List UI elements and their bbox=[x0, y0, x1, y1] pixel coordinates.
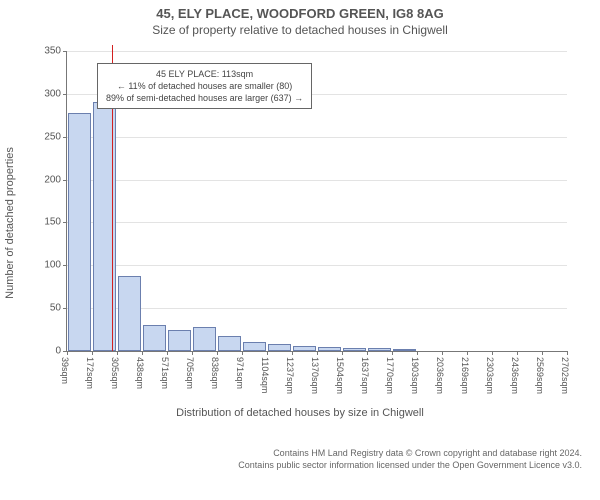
xtick-label: 1104sqm bbox=[260, 357, 270, 393]
xtick-mark bbox=[517, 351, 518, 355]
xtick-label: 438sqm bbox=[135, 357, 145, 389]
xtick-label: 571sqm bbox=[160, 357, 170, 389]
histogram-bar bbox=[118, 276, 141, 351]
footer-line-2: Contains public sector information licen… bbox=[0, 459, 582, 471]
xtick-mark bbox=[542, 351, 543, 355]
xtick-mark bbox=[442, 351, 443, 355]
ytick-mark bbox=[63, 51, 67, 52]
xtick-mark bbox=[492, 351, 493, 355]
xtick-label: 1637sqm bbox=[360, 357, 370, 394]
xtick-mark bbox=[367, 351, 368, 355]
xtick-mark bbox=[117, 351, 118, 355]
ytick-mark bbox=[63, 222, 67, 223]
xtick-mark bbox=[567, 351, 568, 355]
gridline bbox=[67, 222, 567, 223]
ytick-label: 200 bbox=[44, 174, 61, 185]
xtick-mark bbox=[67, 351, 68, 355]
xtick-mark bbox=[267, 351, 268, 355]
histogram-bar bbox=[243, 342, 266, 351]
xtick-mark bbox=[167, 351, 168, 355]
xtick-mark bbox=[242, 351, 243, 355]
ytick-mark bbox=[63, 308, 67, 309]
gridline bbox=[67, 51, 567, 52]
xtick-label: 2436sqm bbox=[510, 357, 520, 394]
chart-title-2: Size of property relative to detached ho… bbox=[0, 23, 600, 37]
gridline bbox=[67, 308, 567, 309]
histogram-bar bbox=[218, 336, 241, 351]
plot-area: 05010015020025030035039sqm172sqm305sqm43… bbox=[66, 51, 567, 352]
footer-attribution: Contains HM Land Registry data © Crown c… bbox=[0, 447, 582, 471]
xtick-label: 172sqm bbox=[85, 357, 95, 389]
histogram-bar bbox=[193, 327, 216, 351]
xtick-label: 2303sqm bbox=[485, 357, 495, 394]
xtick-mark bbox=[92, 351, 93, 355]
xtick-mark bbox=[217, 351, 218, 355]
info-box-line: ← 11% of detached houses are smaller (80… bbox=[106, 80, 303, 92]
ytick-mark bbox=[63, 265, 67, 266]
y-axis-label: Number of detached properties bbox=[4, 147, 16, 299]
histogram-bar bbox=[368, 348, 391, 351]
histogram-bar bbox=[393, 349, 416, 351]
xtick-mark bbox=[467, 351, 468, 355]
gridline bbox=[67, 137, 567, 138]
gridline bbox=[67, 265, 567, 266]
chart-title-1: 45, ELY PLACE, WOODFORD GREEN, IG8 8AG bbox=[0, 6, 600, 21]
histogram-bar bbox=[293, 346, 316, 351]
histogram-bar bbox=[268, 344, 291, 351]
footer-line-1: Contains HM Land Registry data © Crown c… bbox=[0, 447, 582, 459]
histogram-bar bbox=[68, 113, 91, 351]
xtick-label: 1770sqm bbox=[385, 357, 395, 394]
ytick-label: 250 bbox=[44, 131, 61, 142]
xtick-mark bbox=[342, 351, 343, 355]
ytick-label: 0 bbox=[55, 346, 61, 357]
ytick-label: 350 bbox=[44, 46, 61, 57]
info-box-line: 89% of semi-detached houses are larger (… bbox=[106, 92, 303, 104]
xtick-label: 2702sqm bbox=[560, 357, 570, 394]
xtick-mark bbox=[392, 351, 393, 355]
ytick-label: 150 bbox=[44, 217, 61, 228]
xtick-label: 1370sqm bbox=[310, 357, 320, 394]
xtick-label: 838sqm bbox=[210, 357, 220, 389]
xtick-label: 39sqm bbox=[60, 357, 70, 384]
ytick-label: 300 bbox=[44, 88, 61, 99]
ytick-label: 50 bbox=[50, 303, 61, 314]
xtick-mark bbox=[317, 351, 318, 355]
xtick-label: 305sqm bbox=[110, 357, 120, 389]
xtick-label: 2569sqm bbox=[535, 357, 545, 394]
xtick-label: 2169sqm bbox=[460, 357, 470, 394]
xtick-label: 971sqm bbox=[235, 357, 245, 389]
xtick-mark bbox=[417, 351, 418, 355]
ytick-mark bbox=[63, 180, 67, 181]
property-info-box: 45 ELY PLACE: 113sqm← 11% of detached ho… bbox=[97, 63, 312, 109]
xtick-mark bbox=[192, 351, 193, 355]
histogram-bar bbox=[343, 348, 366, 351]
xtick-label: 1903sqm bbox=[410, 357, 420, 394]
ytick-label: 100 bbox=[44, 260, 61, 271]
info-box-line: 45 ELY PLACE: 113sqm bbox=[106, 68, 303, 80]
x-axis-label: Distribution of detached houses by size … bbox=[0, 407, 600, 419]
histogram-bar bbox=[318, 347, 341, 351]
gridline bbox=[67, 180, 567, 181]
xtick-label: 705sqm bbox=[185, 357, 195, 389]
ytick-mark bbox=[63, 137, 67, 138]
histogram-bar bbox=[168, 330, 191, 351]
xtick-mark bbox=[142, 351, 143, 355]
xtick-label: 2036sqm bbox=[435, 357, 445, 394]
xtick-label: 1237sqm bbox=[285, 357, 295, 394]
xtick-label: 1504sqm bbox=[335, 357, 345, 394]
xtick-mark bbox=[292, 351, 293, 355]
histogram-bar bbox=[143, 325, 166, 351]
chart-area: Number of detached properties 0501001502… bbox=[20, 43, 580, 403]
ytick-mark bbox=[63, 94, 67, 95]
